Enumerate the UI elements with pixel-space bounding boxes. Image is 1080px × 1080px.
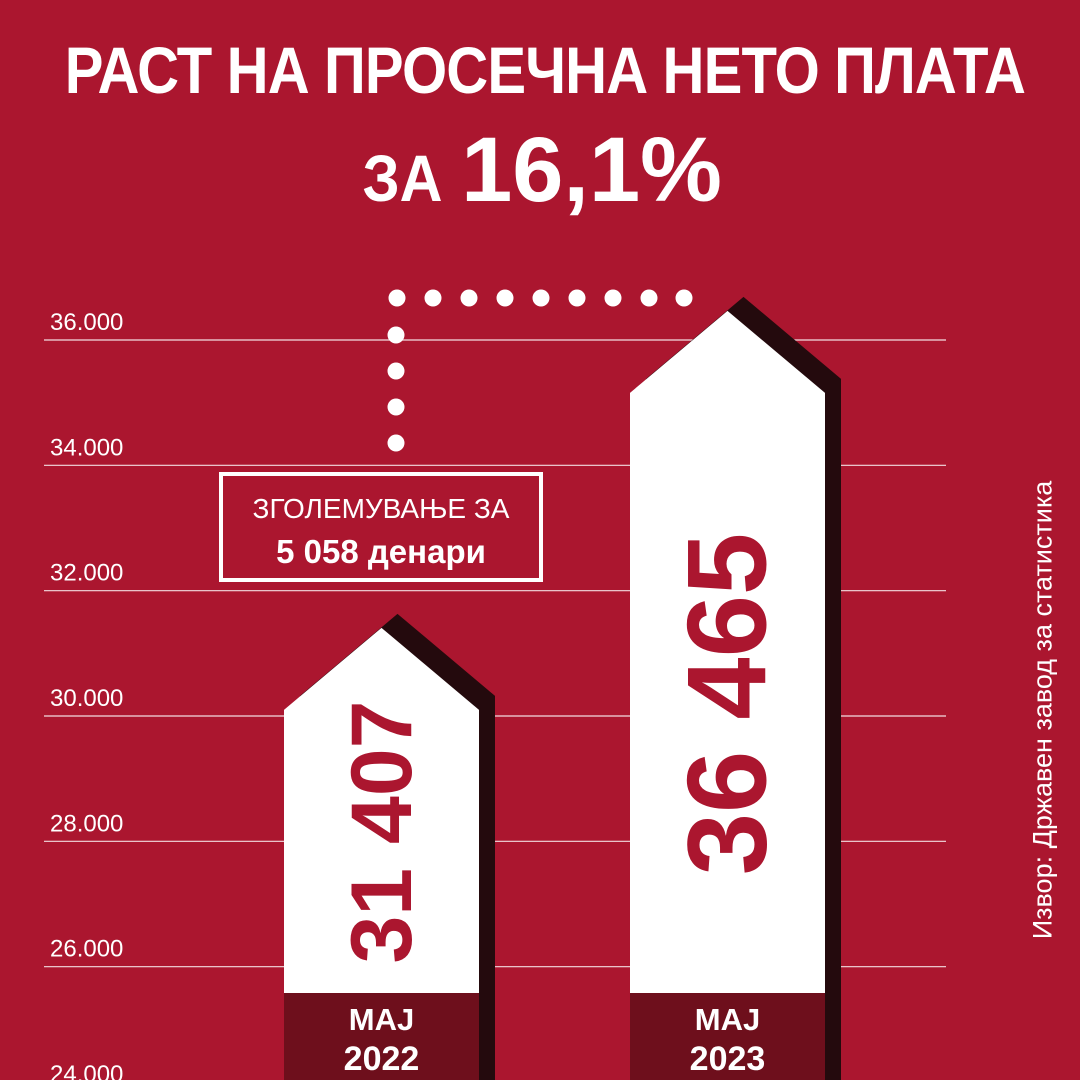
annotation-line2: 5 058 денари xyxy=(276,533,486,570)
connector-dot xyxy=(604,289,622,307)
connector-dot xyxy=(424,289,442,307)
connector-dot xyxy=(568,289,586,307)
annotation-box xyxy=(219,472,543,582)
y-tick-label: 26.000 xyxy=(50,936,123,963)
x-tick-label-year: 2022 xyxy=(344,1040,420,1078)
y-tick-label: 32.000 xyxy=(50,560,123,587)
y-tick-label: 36.000 xyxy=(50,309,123,336)
connector-dot xyxy=(387,326,405,344)
connector-dot xyxy=(387,398,405,416)
annotation-line1: ЗГОЛЕМУВАЊЕ ЗА xyxy=(253,493,510,524)
y-tick-label: 24.000 xyxy=(50,1061,123,1080)
y-tick-label: 28.000 xyxy=(50,810,123,837)
chart-title-line1: РАСТ НА ПРОСЕЧНА НЕТО ПЛАТА xyxy=(64,33,1026,107)
category-band xyxy=(284,993,479,1080)
title-percent: 16,1% xyxy=(461,119,722,221)
title-prefix: ЗА xyxy=(362,141,443,215)
x-tick-label-month: МАЈ xyxy=(349,1002,414,1037)
x-tick-label-month: МАЈ xyxy=(695,1002,760,1037)
connector-dot xyxy=(388,289,406,307)
chart-title-line2: ЗА 16,1% xyxy=(0,118,1080,223)
connector-dot xyxy=(532,289,550,307)
connector-dot xyxy=(496,289,514,307)
connector-dot xyxy=(387,434,405,452)
x-tick-label-year: 2023 xyxy=(690,1040,766,1078)
y-tick-label: 30.000 xyxy=(50,685,123,712)
category-band xyxy=(630,993,825,1080)
bar xyxy=(284,627,479,1080)
connector-dot xyxy=(675,289,693,307)
source-credit: Извор: Државен завод за статистика xyxy=(1027,480,1058,940)
bar xyxy=(630,310,825,1080)
connector-dot xyxy=(460,289,478,307)
connector-dot xyxy=(640,289,658,307)
y-tick-label: 34.000 xyxy=(50,434,123,461)
data-label: 36 465 xyxy=(665,533,790,876)
connector-dot xyxy=(387,362,405,380)
data-label: 31 407 xyxy=(334,700,430,963)
